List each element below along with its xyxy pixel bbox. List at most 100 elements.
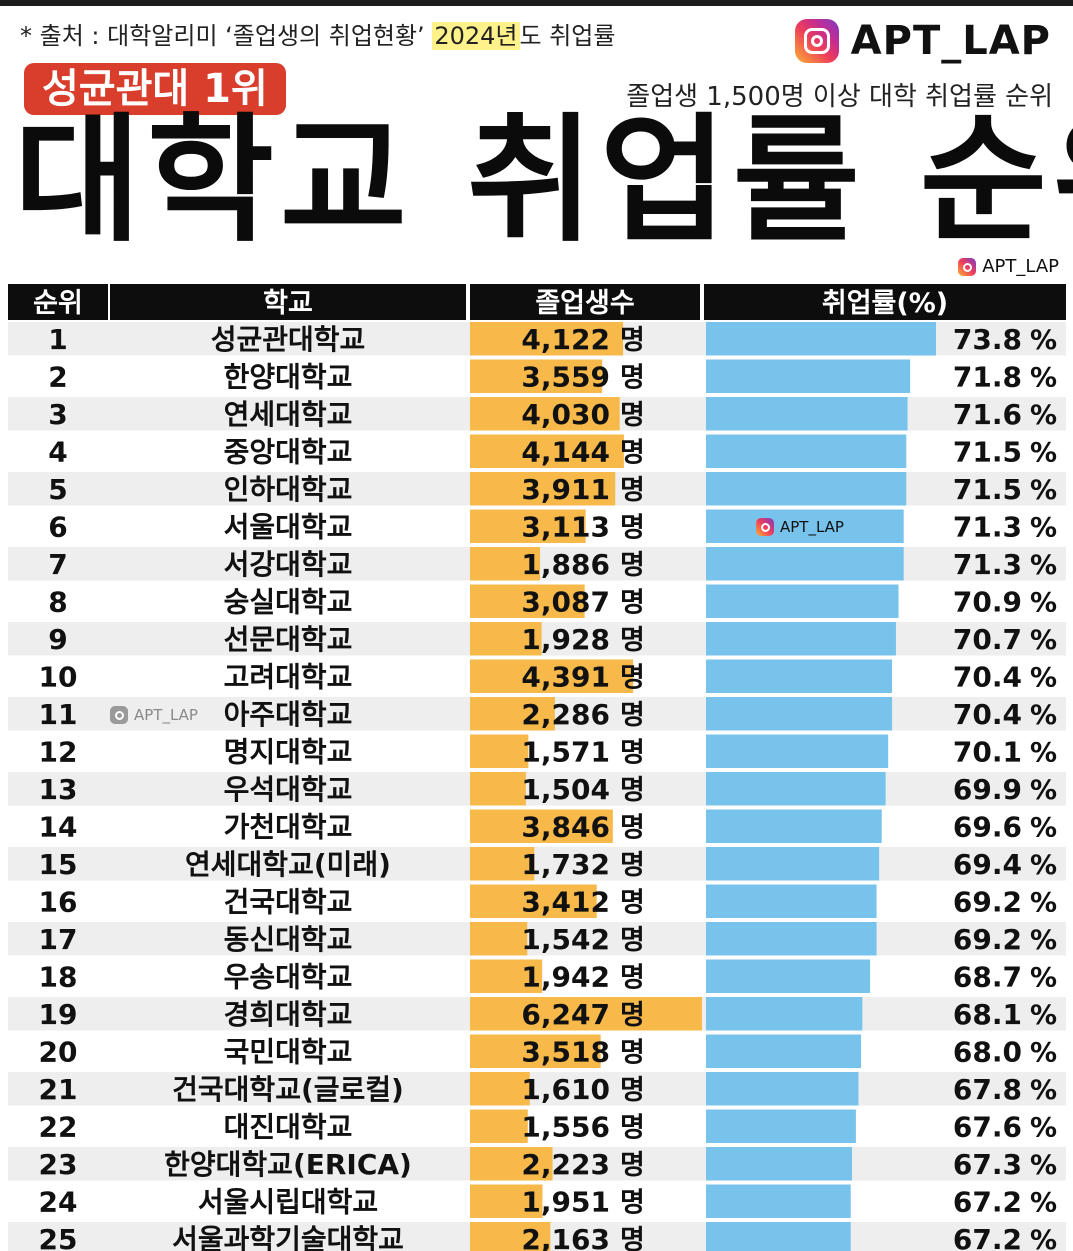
grads-value: 4,391	[521, 660, 610, 693]
grads-bar	[470, 1109, 528, 1143]
header-cell	[110, 284, 466, 320]
rate-value: 68.0	[953, 1035, 1022, 1068]
school-label: 동신대학교	[224, 923, 353, 956]
grads-unit: 명	[620, 662, 645, 693]
rate-bar	[706, 1184, 851, 1218]
school-label: 명지대학교	[224, 735, 353, 768]
rank-label: 7	[48, 548, 67, 581]
top-border	[0, 0, 1073, 6]
rate-value: 70.4	[953, 660, 1022, 693]
rate-unit: %	[1030, 962, 1057, 993]
rate-value: 67.2	[953, 1223, 1022, 1251]
grads-bar	[470, 397, 620, 431]
school-label: 우송대학교	[224, 960, 353, 993]
rank-label: 17	[39, 923, 78, 956]
rank-label: 23	[39, 1148, 78, 1181]
grads-value: 2,163	[521, 1223, 610, 1251]
rate-unit: %	[1030, 1037, 1057, 1068]
rate-unit: %	[1030, 850, 1057, 881]
rate-value: 71.5	[953, 435, 1022, 468]
rank-label: 11	[39, 698, 78, 731]
grads-bar	[470, 509, 586, 543]
school-label: 서울과학기술대학교	[172, 1223, 404, 1251]
table-row	[8, 1109, 1066, 1143]
grads-value: 3,412	[521, 885, 610, 918]
rate-bar	[706, 322, 936, 356]
rank-label: 5	[48, 473, 67, 506]
school-label: 건국대학교(글로컬)	[172, 1073, 404, 1106]
school-label: 연세대학교(미래)	[185, 848, 391, 881]
grads-value: 6,247	[521, 998, 610, 1031]
brand: APT_LAP	[794, 18, 1051, 64]
rank-label: 3	[48, 398, 67, 431]
header-cell	[8, 284, 108, 320]
school-label: 한양대학교(ERICA)	[164, 1148, 412, 1181]
rank-label: 19	[39, 998, 78, 1031]
table-row	[8, 772, 1066, 806]
grads-bar	[470, 659, 634, 693]
rate-value: 68.1	[953, 998, 1022, 1031]
grads-unit: 명	[620, 437, 645, 468]
rate-unit: %	[1030, 400, 1057, 431]
page-title: 대학교 취업률 순위	[14, 100, 1073, 261]
rate-value: 71.6	[953, 398, 1022, 431]
rate-value: 73.8	[953, 323, 1022, 356]
rate-unit: %	[1030, 587, 1057, 618]
school-label: 우석대학교	[224, 773, 353, 806]
school-label: 아주대학교	[224, 698, 353, 731]
rate-value: 70.9	[953, 585, 1022, 618]
subtitle: 졸업생 1,500명 이상 대학 취업률 순위	[626, 82, 1053, 112]
school-label: 국민대학교	[224, 1035, 353, 1068]
grads-bar	[470, 809, 613, 843]
grads-bar	[470, 959, 543, 993]
grads-bar	[470, 847, 535, 881]
grads-unit: 명	[620, 887, 645, 918]
brand-name: APT_LAP	[850, 18, 1051, 64]
grads-unit: 명	[620, 1150, 645, 1181]
table-row	[8, 734, 1066, 768]
rate-bar	[706, 772, 886, 806]
rank-label: 9	[48, 623, 67, 656]
rate-bar	[706, 547, 904, 581]
rank-label: 14	[39, 810, 78, 843]
school-label: 중앙대학교	[224, 435, 353, 468]
rank-label: 13	[39, 773, 78, 806]
school-label: 서울대학교	[224, 510, 353, 543]
school-label: 연세대학교	[224, 398, 353, 431]
grads-value: 1,556	[521, 1110, 610, 1143]
grads-value: 1,542	[521, 923, 610, 956]
rate-value: 70.4	[953, 698, 1022, 731]
grads-value: 3,559	[521, 360, 610, 393]
instagram-icon	[958, 257, 977, 276]
rate-value: 71.8	[953, 360, 1022, 393]
grads-bar	[470, 584, 585, 618]
rank-label: 2	[48, 360, 67, 393]
rate-value: 70.7	[953, 623, 1022, 656]
rate-bar	[706, 659, 893, 693]
school-label: 숭실대학교	[224, 585, 353, 618]
grads-bar	[470, 1147, 553, 1181]
grads-bar	[470, 1222, 551, 1251]
watermark: APT_LAP	[756, 518, 844, 536]
watermark-text: APT_LAP	[134, 706, 198, 724]
instagram-icon	[756, 518, 774, 536]
rate-bar	[706, 809, 882, 843]
header-cell	[470, 284, 700, 320]
rate-bar	[706, 884, 877, 918]
grads-unit: 명	[620, 1187, 645, 1218]
rank-badge: 성균관대 1위	[24, 63, 286, 115]
rate-unit: %	[1030, 550, 1057, 581]
instagram-icon	[110, 706, 128, 724]
grads-unit: 명	[620, 325, 645, 356]
small-brand-name: APT_LAP	[982, 256, 1059, 277]
table-row	[8, 847, 1066, 881]
grads-value: 3,911	[521, 473, 610, 506]
rate-unit: %	[1030, 812, 1057, 843]
grads-value: 3,087	[521, 585, 610, 618]
rate-unit: %	[1030, 475, 1057, 506]
grads-unit: 명	[620, 962, 645, 993]
rate-value: 71.3	[953, 548, 1022, 581]
grads-value: 3,518	[521, 1035, 610, 1068]
school-label: 고려대학교	[224, 660, 353, 693]
rate-unit: %	[1030, 700, 1057, 731]
